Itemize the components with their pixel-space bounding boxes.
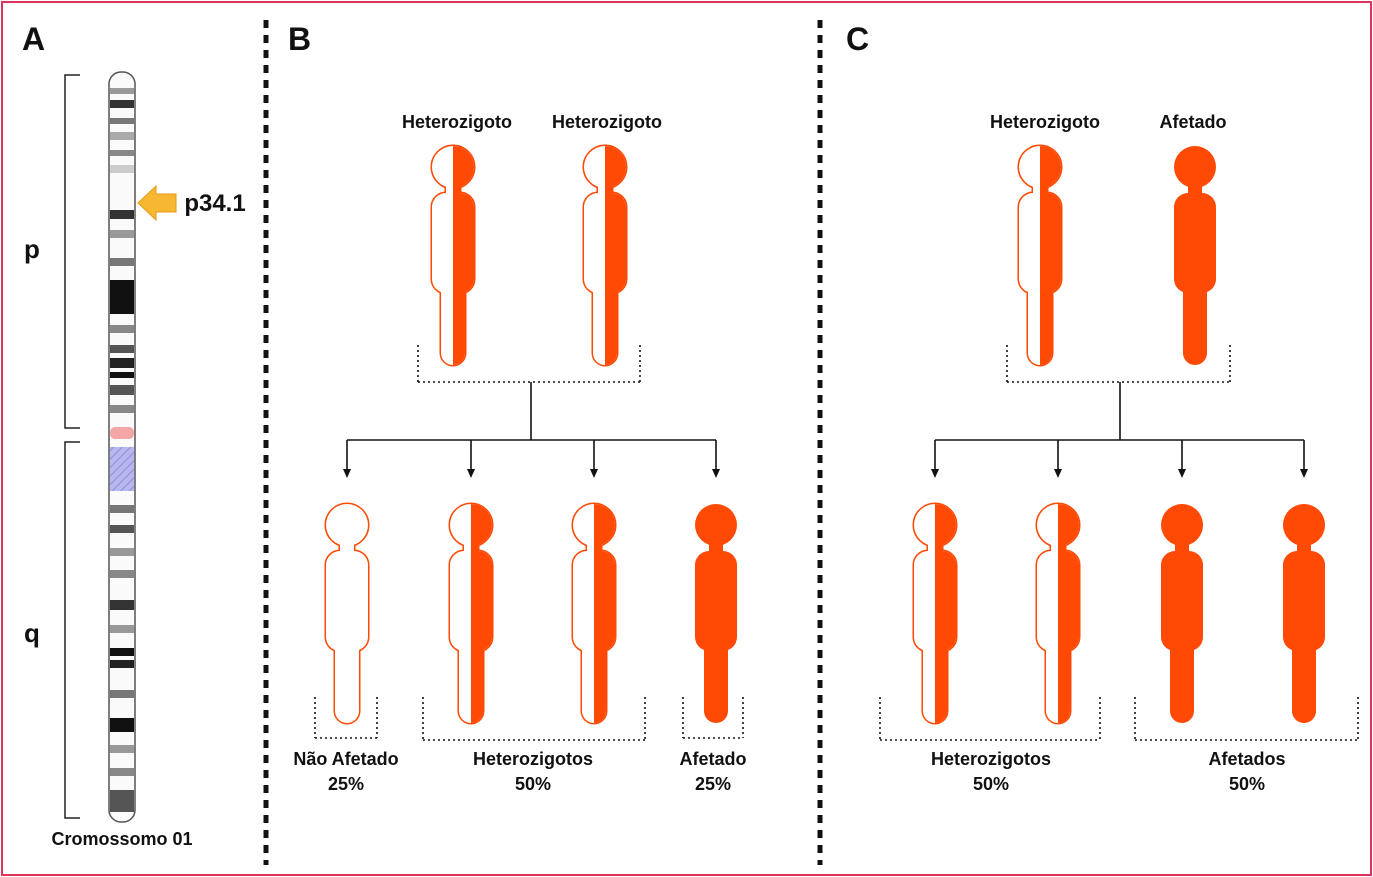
group-percent: 25% <box>328 774 364 794</box>
band <box>110 165 134 173</box>
band <box>110 548 134 556</box>
parent-label: Heterozigoto <box>402 112 512 132</box>
legs <box>1170 638 1194 723</box>
torso <box>1283 551 1325 651</box>
band <box>110 118 134 124</box>
band <box>110 625 134 633</box>
band <box>110 745 134 753</box>
torso <box>1161 551 1203 651</box>
band <box>110 280 134 314</box>
caption: Cromossomo 01 <box>51 829 192 849</box>
band <box>110 690 134 698</box>
band <box>110 505 134 513</box>
legs <box>1292 638 1316 723</box>
locus-label: p34.1 <box>184 190 245 217</box>
band <box>110 230 134 238</box>
legs <box>335 638 359 723</box>
arm-label: q <box>24 618 40 648</box>
group-label: Não Afetado <box>293 749 398 769</box>
band <box>110 718 134 732</box>
torso <box>326 551 368 651</box>
centromere <box>110 427 134 439</box>
band <box>110 88 134 94</box>
parent-label: Heterozigoto <box>552 112 662 132</box>
torso <box>695 551 737 651</box>
band <box>110 258 134 266</box>
panel-letter: A <box>22 21 45 57</box>
group-label: Afetado <box>680 749 747 769</box>
parent-label: Afetado <box>1160 112 1227 132</box>
parent-label: Heterozigoto <box>990 112 1100 132</box>
legs <box>1183 280 1207 365</box>
band <box>110 660 134 668</box>
group-percent: 50% <box>515 774 551 794</box>
band <box>110 132 134 140</box>
band <box>110 345 134 353</box>
band <box>110 358 134 368</box>
arm-label: p <box>24 234 40 264</box>
legs <box>704 638 728 723</box>
torso <box>1174 193 1216 293</box>
band <box>110 372 134 378</box>
band <box>110 100 134 108</box>
group-label: Heterozigotos <box>473 749 593 769</box>
group-label: Heterozigotos <box>931 749 1051 769</box>
band <box>110 600 134 610</box>
band <box>110 525 134 533</box>
band <box>110 768 134 776</box>
group-percent: 50% <box>973 774 1009 794</box>
band <box>110 325 134 333</box>
band <box>110 405 134 413</box>
panel-letter: B <box>288 21 311 57</box>
band <box>110 150 134 156</box>
group-label: Afetados <box>1208 749 1285 769</box>
band <box>110 648 134 656</box>
band <box>110 210 134 219</box>
frame <box>2 2 1371 875</box>
band <box>110 570 134 578</box>
band <box>110 790 134 812</box>
heterochromatin <box>110 447 134 491</box>
group-percent: 50% <box>1229 774 1265 794</box>
group-percent: 25% <box>695 774 731 794</box>
band <box>110 385 134 395</box>
panel-letter: C <box>846 21 869 57</box>
figure: A p q p34.1 Cromossomo 01 B Heterozigoto… <box>0 0 1373 877</box>
